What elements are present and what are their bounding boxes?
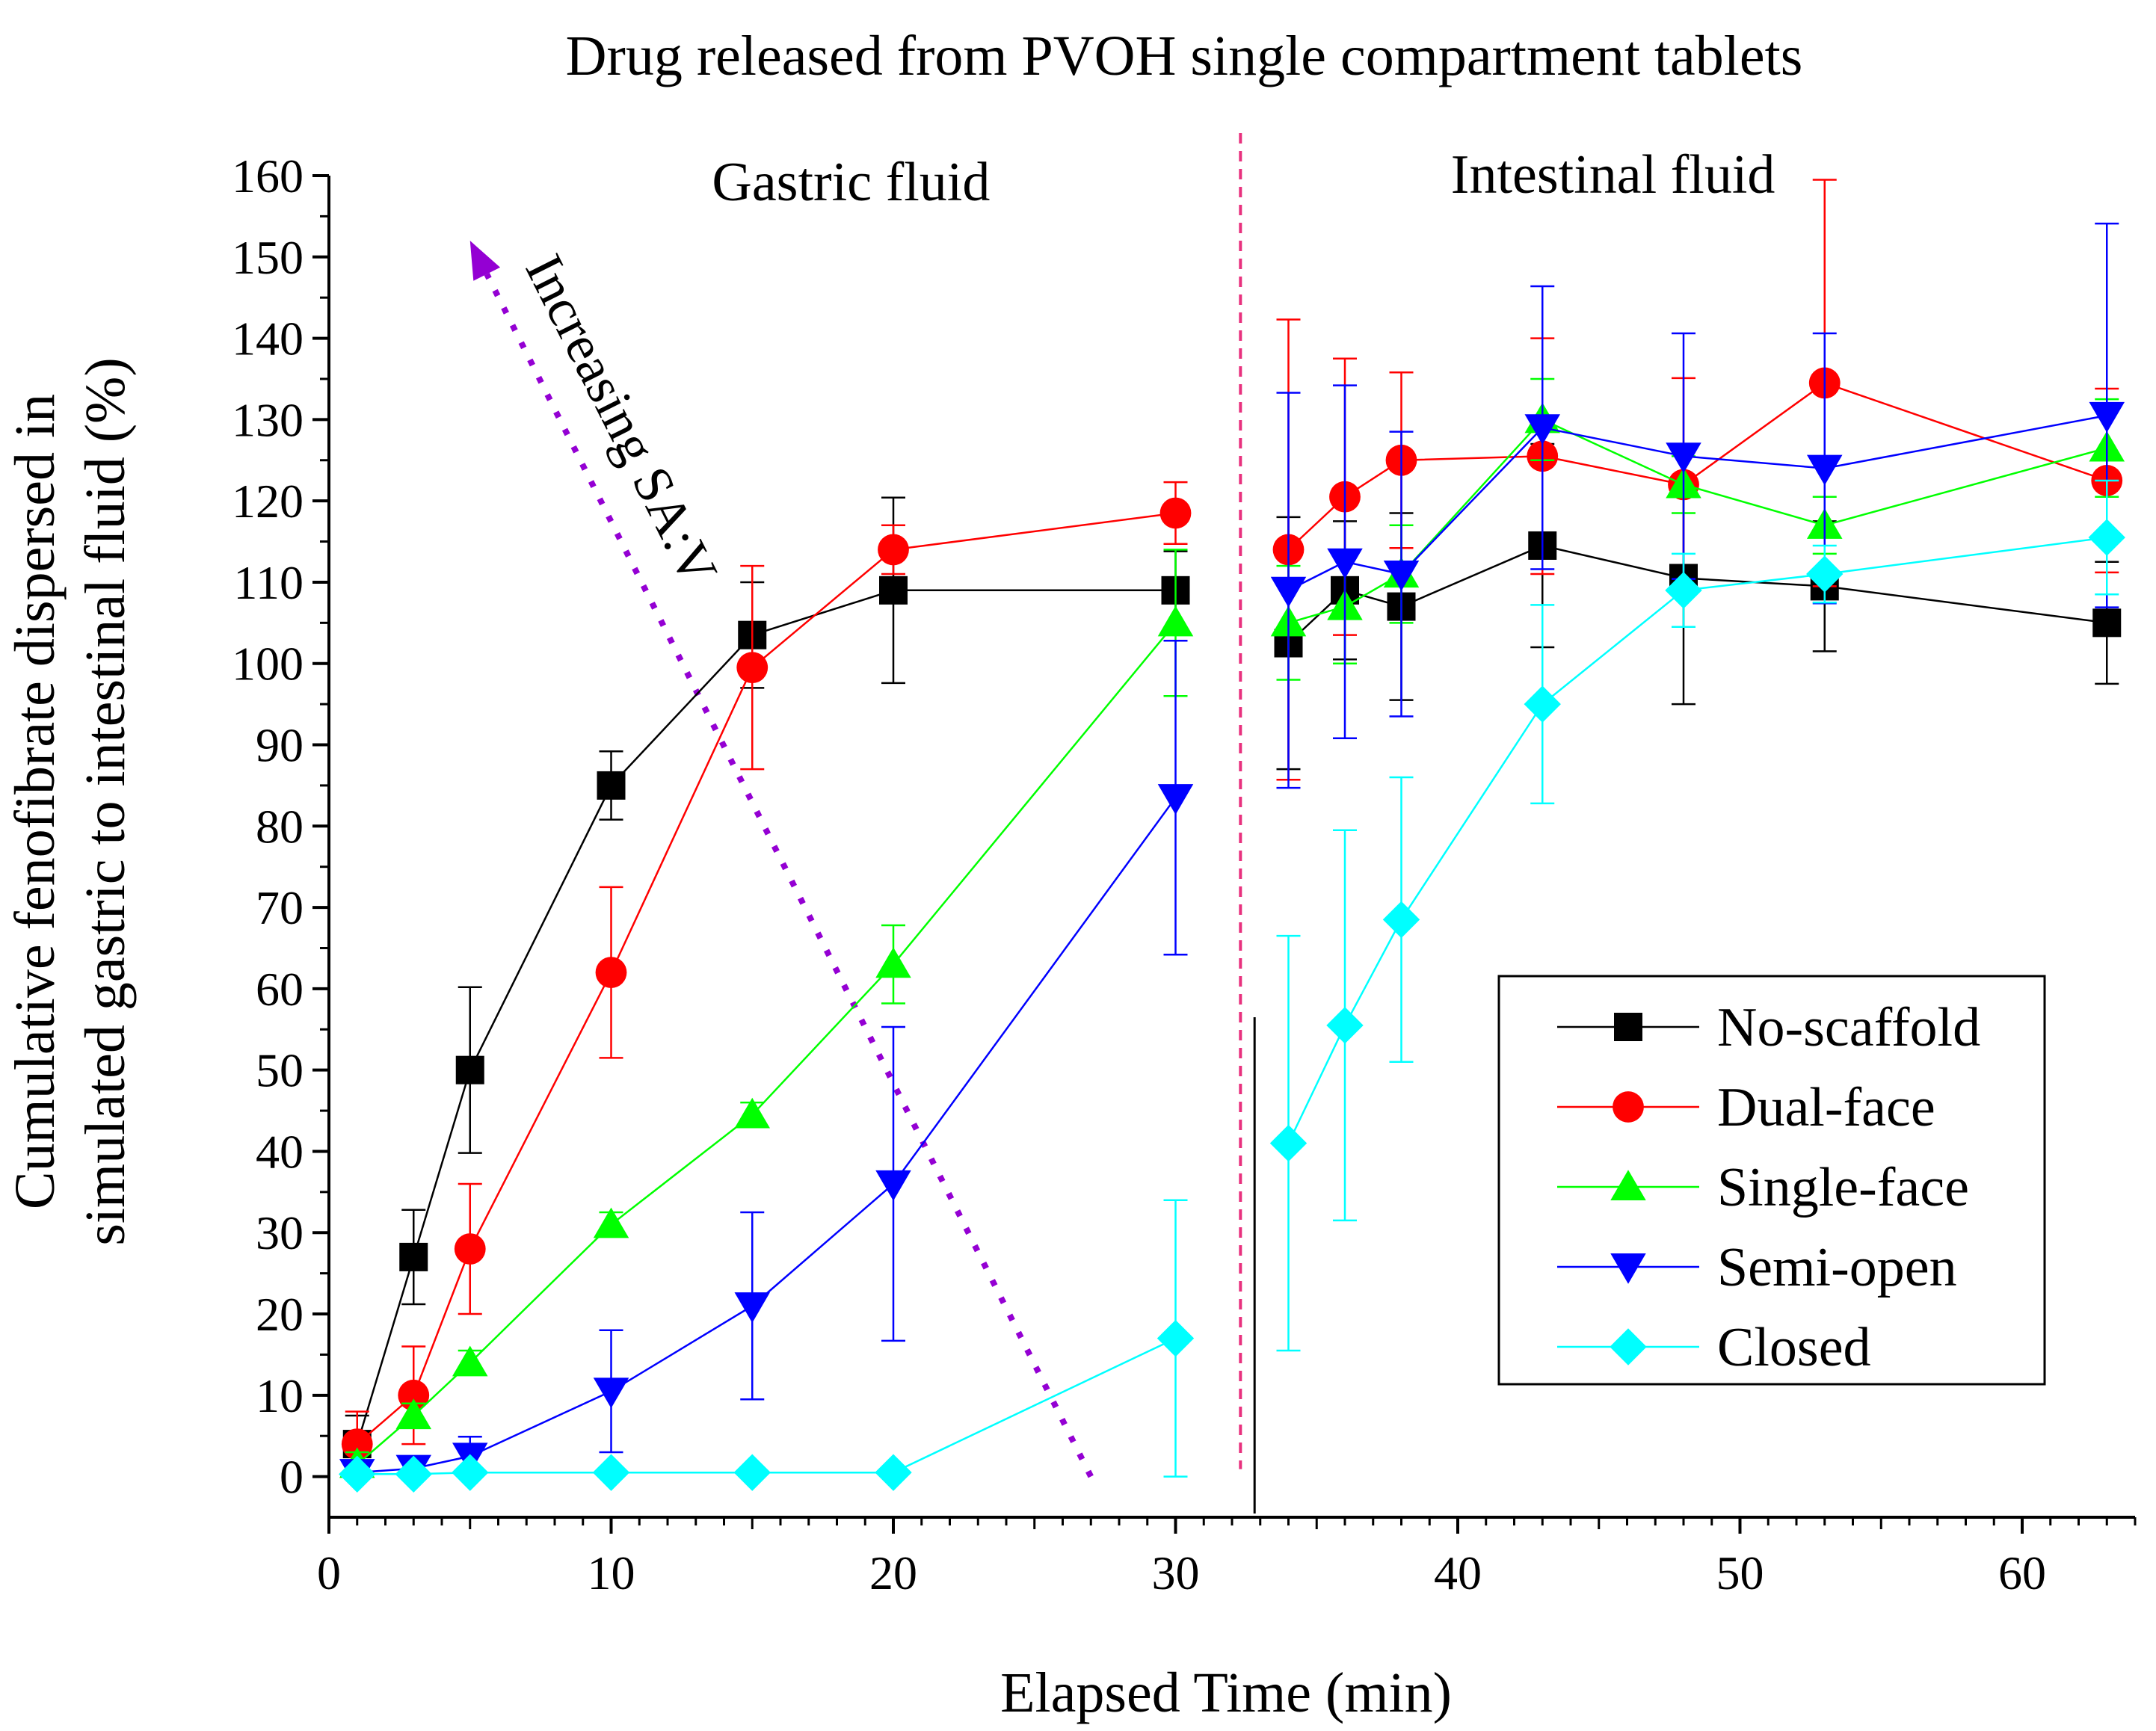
data-point [452,1454,489,1491]
data-point [1270,576,1307,608]
legend-label: No-scaffold [1717,997,1980,1058]
data-point [1157,605,1194,637]
y-tick-label: 20 [256,1288,304,1341]
data-point [592,1454,630,1491]
legend-marker [1614,1013,1642,1041]
y-axis-label: Cumulative fenofibrate dispersed in simul… [4,357,137,1245]
y-tick-label: 30 [256,1206,304,1259]
y-axis-label-line: Cumulative fenofibrate dispersed in [4,394,67,1209]
legend-marker [1610,1170,1646,1201]
legend-label: Semi-open [1717,1237,1957,1298]
data-point [1269,1124,1308,1162]
legend-label: Single-face [1717,1157,1969,1218]
data-point [733,1454,771,1491]
data-point [395,1455,432,1493]
data-point [2088,519,2125,556]
intestinal-fluid-label: Intestinal fluid [1451,144,1775,206]
data-point [1806,555,1844,593]
y-tick-label: 100 [232,638,304,691]
legend-box [1497,975,2046,1386]
chart-title: Drug released from PVOH single compartme… [566,25,1803,87]
x-tick-label: 20 [869,1546,917,1599]
legend-marker [1610,1253,1646,1284]
data-point [1524,414,1560,445]
gastric-fluid-label: Gastric fluid [712,152,990,213]
x-tick-label: 30 [1152,1546,1200,1599]
data-point [395,1398,431,1430]
data-point [2089,401,2125,433]
data-point [454,1233,486,1265]
data-point [1326,1007,1364,1044]
y-tick-label: 40 [256,1125,304,1178]
y-tick-label: 10 [256,1369,304,1422]
y-tick-label: 140 [232,312,304,365]
data-point [1156,1319,1195,1357]
data-point [1665,572,1702,609]
data-point [1524,685,1561,723]
sav-arrow-head [469,241,501,281]
data-point [593,1207,629,1238]
y-tick-label: 0 [280,1451,304,1504]
y-tick-label: 160 [232,149,304,203]
x-tick-label: 10 [588,1546,635,1599]
data-point [1807,454,1843,486]
y-tick-label: 80 [256,800,304,853]
data-point [875,1170,911,1201]
data-point [339,1455,376,1493]
data-point [875,1454,912,1491]
data-point [1382,901,1420,939]
data-point [1159,497,1192,529]
data-point [593,1377,629,1409]
data-point [736,652,769,684]
data-point [1383,561,1420,591]
legend: No-scaffold Dual-face Single-face Semi-open… [1497,975,2046,1386]
y-tick-label: 50 [256,1044,304,1097]
data-point [595,957,627,989]
data-point [1327,548,1363,579]
data-point [878,534,909,566]
data-point [2092,608,2122,638]
data-point [455,1055,484,1084]
legend-label: Dual-face [1717,1077,1935,1138]
data-point [399,1242,428,1271]
y-tick-label: 90 [256,719,304,772]
data-point [879,576,908,605]
y-tick-label: 110 [233,556,304,609]
legend-marker [1610,1328,1647,1366]
data-point [734,1097,770,1129]
y-tick-label: 150 [232,231,304,284]
data-point [452,1345,488,1377]
data-point [597,771,626,800]
x-tick-label: 40 [1434,1546,1482,1599]
data-point [1157,784,1194,815]
y-tick-label: 130 [232,393,304,446]
series-semi-open [339,222,2125,1490]
legend-marker [1613,1091,1644,1123]
series-closed [339,479,2125,1493]
data-point [1666,442,1701,474]
y-axis-label-line: simulated gastric to intestinal fluid (%… [74,357,137,1245]
data-point [875,947,911,978]
legend-label: Closed [1717,1317,1871,1378]
y-tick-label: 120 [232,475,304,528]
x-axis-label: Elapsed Time (min) [1000,1661,1452,1724]
y-tick-label: 70 [256,881,304,934]
x-tick-label: 50 [1716,1546,1764,1599]
x-tick-label: 60 [1998,1546,2046,1599]
plot-area: 0102030405060708090100110120130140150160… [232,133,2137,1599]
y-tick-label: 60 [256,963,304,1016]
x-tick-label: 0 [317,1546,341,1599]
data-point [734,1292,770,1323]
